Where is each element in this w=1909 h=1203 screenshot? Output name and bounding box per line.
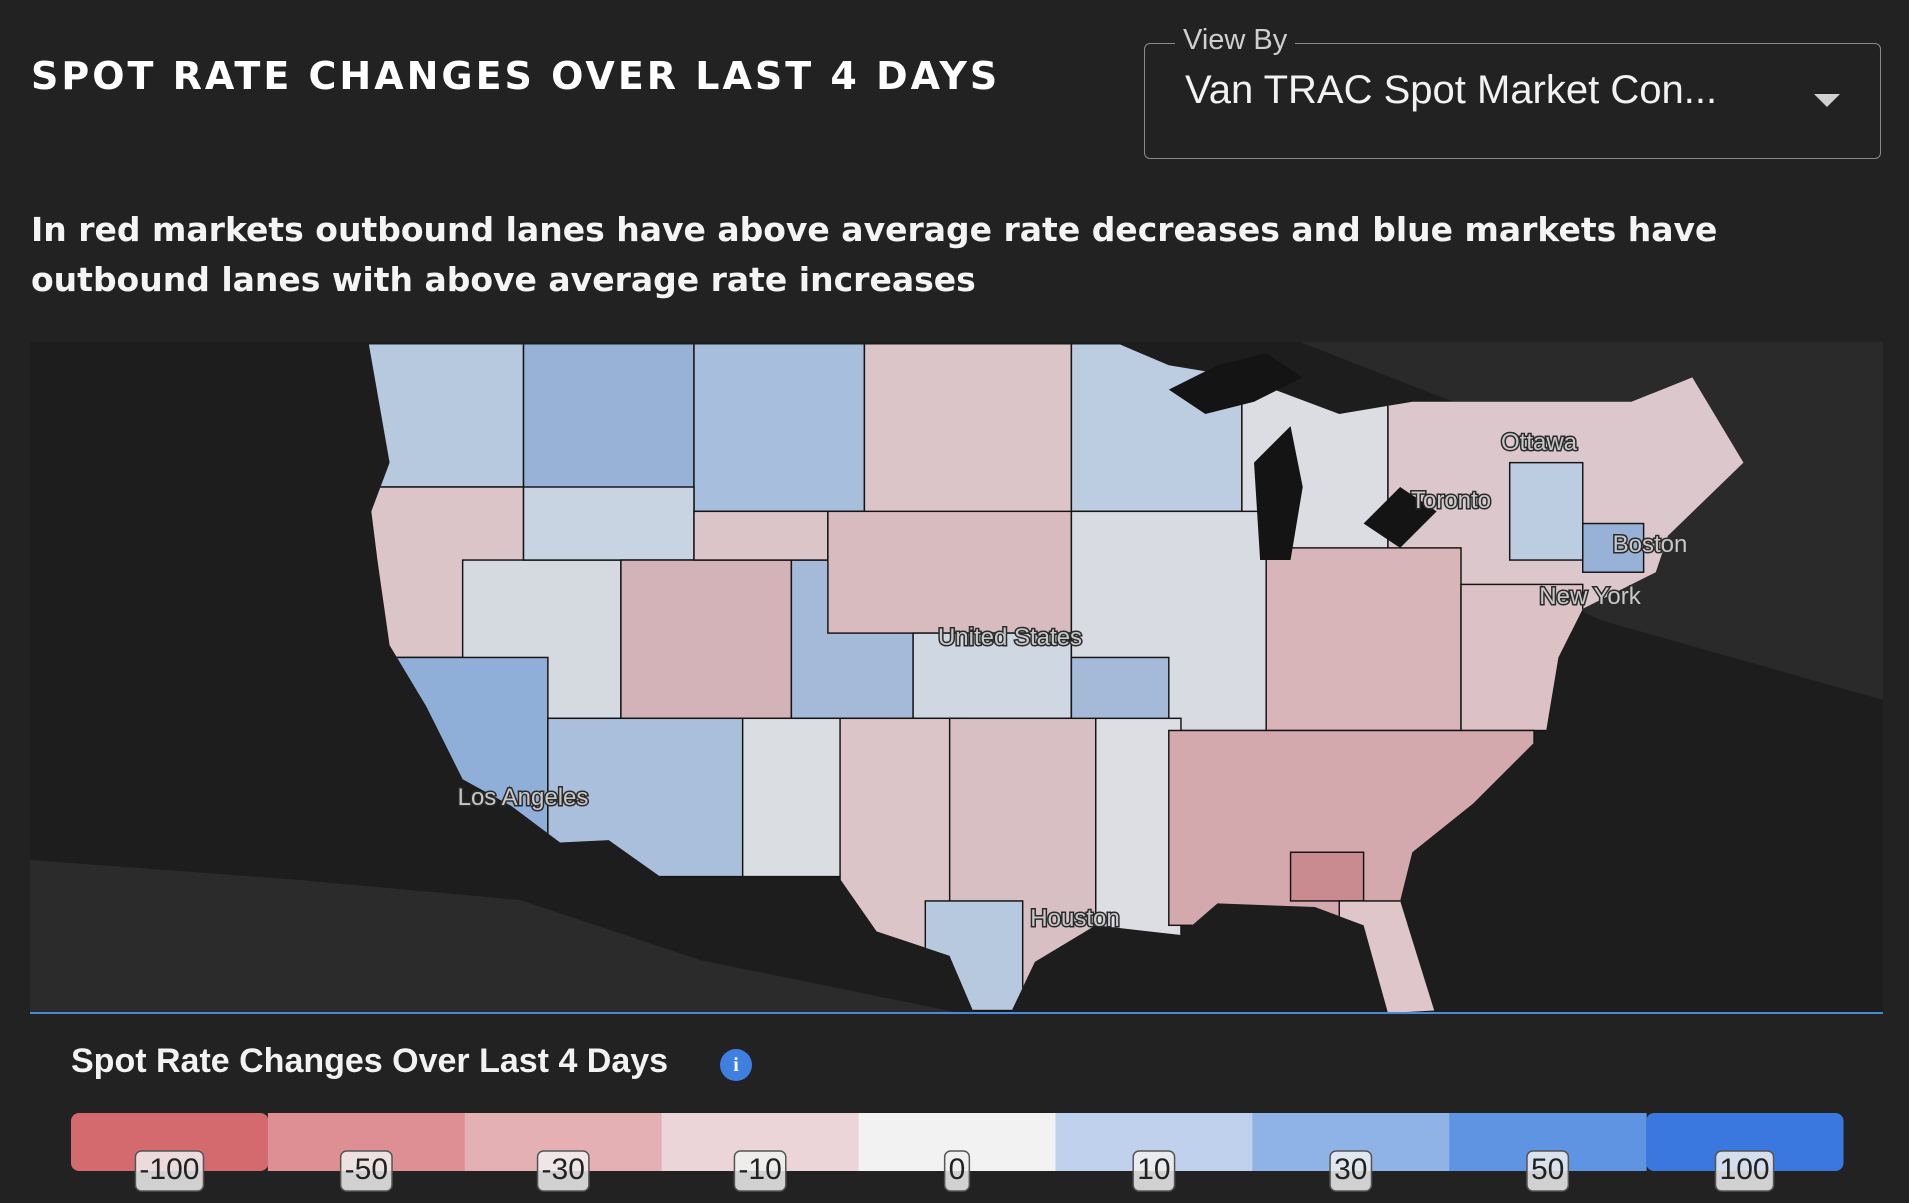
land [30,860,960,1013]
legend-label: 100 [1720,1153,1770,1186]
legend-swatch [1646,1113,1844,1171]
legend-label: -30 [542,1153,585,1186]
legend-label: 30 [1334,1153,1367,1186]
legend-label-box [1132,1150,1176,1192]
legend-label-box [1526,1150,1570,1192]
dropdown-value: Van TRAC Spot Market Con... [1185,68,1718,112]
legend-label-box [943,1150,971,1192]
legend-label: 50 [1531,1153,1564,1186]
legend-label: 0 [949,1153,966,1186]
legend-label: -100 [139,1153,199,1186]
legend-label-box [733,1150,787,1192]
choropleth [368,344,1744,1013]
lakes [1168,353,1437,561]
dropdown-arrow [1814,94,1840,107]
dropdown-label: View By [1175,24,1296,57]
legend-label-box [1714,1150,1775,1192]
place-label: Los Angeles [458,784,589,811]
place-label: Ottawa [1501,429,1578,456]
place-label: Toronto [1411,487,1491,514]
legend-label: 10 [1137,1153,1170,1186]
legend-label-box [134,1150,205,1192]
legend-title: Spot Rate Changes Over Last 4 Days [71,1042,669,1080]
place-label: United States [938,624,1082,651]
legend-label-box [339,1150,393,1192]
legend-label: -10 [738,1153,781,1186]
legend-label-box [1329,1150,1373,1192]
legend-label-box [536,1150,590,1192]
place-label: New York [1539,583,1641,610]
title: SPOT RATE CHANGES OVER LAST 4 DAYS [31,54,1001,98]
place-label: Boston [1613,531,1688,558]
legend-swatch [71,1113,269,1171]
info-icon[interactable]: i [720,1049,752,1081]
view-by-dropdown[interactable]: View By Van TRAC Spot Market Con... [1144,24,1881,159]
place-label: Houston [1030,905,1119,932]
description: In red markets outbound lanes have above… [31,210,1718,299]
legend-label: -50 [345,1153,388,1186]
